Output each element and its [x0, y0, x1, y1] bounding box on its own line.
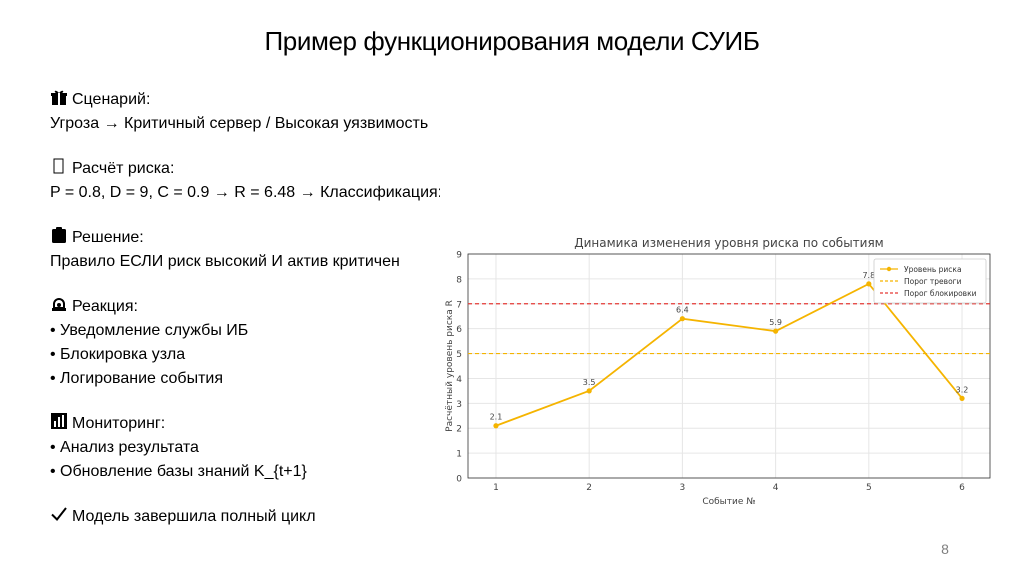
x-tick-label: 2 [586, 483, 592, 493]
section-6: Модель завершила полный цикл [50, 505, 440, 529]
y-tick-label: 2 [456, 425, 462, 435]
section-line: • Блокировка узла [50, 346, 186, 363]
data-label: 3.5 [583, 378, 596, 387]
section-line: P = 0.8, D = 9, C = 0.9 → R = 6.48 → Кла… [50, 184, 440, 201]
section-heading: Реакция: [50, 295, 440, 319]
gift-icon [50, 88, 68, 106]
risk-chart-svg: Динамика изменения уровня риска по событ… [445, 236, 991, 507]
x-axis-label: Событие № [702, 497, 755, 507]
data-label: 2.1 [490, 413, 503, 422]
x-tick-label: 1 [493, 483, 499, 493]
x-tick-label: 3 [680, 483, 686, 493]
data-label: 7.8 [862, 271, 875, 280]
missing-glyph-icon [50, 157, 68, 175]
y-tick-label: 3 [456, 400, 462, 410]
clipboard-icon [50, 226, 68, 244]
legend-label: Порог блокировки [904, 289, 977, 298]
scenario-text-column: Сценарий: Угроза → Критичный сервер / Выс… [50, 88, 440, 550]
section-1: Сценарий: Угроза → Критичный сервер / Выс… [50, 88, 440, 136]
data-point [773, 328, 779, 334]
section-heading: Сценарий: [50, 88, 440, 112]
checkmark-icon [50, 505, 68, 523]
section-5: Мониторинг: • Анализ результата • Обновлен… [50, 412, 440, 484]
risk-line-chart: Динамика изменения уровня риска по событ… [438, 234, 998, 510]
y-tick-label: 1 [456, 450, 462, 460]
y-axis-label: Расчётный уровень риска R [445, 300, 455, 432]
section-line: Правило ЕСЛИ риск высокий И актив критич… [50, 253, 400, 270]
data-point [679, 316, 685, 322]
section-heading: Расчёт риска: [50, 157, 440, 181]
section-heading: Мониторинг: [50, 412, 440, 436]
section-line: • Уведомление службы ИБ [50, 322, 249, 339]
bar-chart-icon [50, 412, 68, 430]
section-heading-text: Решение: [72, 229, 144, 246]
section-4: Реакция: • Уведомление службы ИБ • Блокиро… [50, 295, 440, 391]
section-heading: Модель завершила полный цикл [50, 505, 440, 529]
series-line-1 [495, 282, 963, 427]
data-point [866, 281, 872, 287]
section-heading-text: Расчёт риска: [72, 160, 175, 177]
section-2: Расчёт риска: P = 0.8, D = 9, C = 0.9 → R… [50, 157, 440, 205]
section-heading-text: Модель завершила полный цикл [72, 508, 316, 525]
y-tick-label: 9 [456, 251, 462, 261]
section-heading-text: Мониторинг: [72, 415, 166, 432]
y-tick-label: 7 [456, 300, 462, 310]
legend-label: Уровень риска [904, 265, 962, 274]
chart-title: Динамика изменения уровня риска по событ… [574, 236, 883, 250]
legend-marker [886, 266, 892, 272]
slide-title: Пример функционирования модели СУИБ [264, 26, 760, 56]
data-label: 5.9 [769, 318, 782, 327]
data-label: 3.2 [956, 385, 969, 394]
data-label: 6.4 [676, 306, 689, 315]
page-number: 8 [941, 541, 949, 557]
legend-box [873, 258, 987, 304]
legend-label: Порог тревоги [904, 277, 962, 286]
y-tick-label: 0 [456, 475, 462, 485]
data-point [493, 423, 499, 429]
alarm-icon [50, 295, 68, 313]
section-line: • Анализ результата [50, 439, 199, 456]
x-tick-label: 5 [866, 483, 872, 493]
data-point [586, 388, 592, 394]
data-point [959, 395, 965, 401]
section-line: Угроза → Критичный сервер / Высокая уязв… [50, 115, 429, 132]
y-tick-label: 5 [456, 350, 462, 360]
section-heading-text: Сценарий: [72, 91, 151, 108]
plot-frame [467, 253, 991, 479]
section-heading: Решение: [50, 226, 440, 250]
y-tick-label: 6 [456, 325, 462, 335]
x-tick-label: 4 [773, 483, 779, 493]
y-tick-label: 4 [456, 375, 462, 385]
section-heading-text: Реакция: [72, 298, 138, 315]
section-3: Решение: Правило ЕСЛИ риск высокий И акти… [50, 226, 440, 274]
section-line: • Обновление базы знаний K_{t+1} [50, 463, 307, 480]
section-line: • Логирование события [50, 370, 224, 387]
x-tick-label: 6 [959, 483, 965, 493]
y-tick-label: 8 [456, 275, 462, 285]
